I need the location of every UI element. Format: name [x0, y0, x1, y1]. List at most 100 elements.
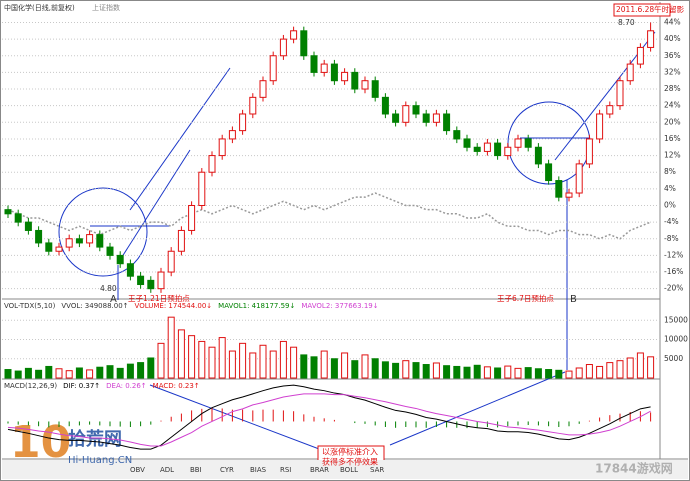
- y-tick-label: -8%: [664, 234, 679, 243]
- volume-bar: [239, 342, 247, 379]
- volume-bar: [228, 350, 236, 379]
- candle-body: [24, 221, 32, 231]
- candle-body: [626, 63, 634, 82]
- tab[interactable]: BRAR: [310, 466, 329, 474]
- y-tick-label: 5000: [664, 354, 683, 363]
- candle-body: [422, 113, 430, 123]
- annotation: 王子6.7日预拍点: [497, 293, 554, 303]
- macd-line: [7, 384, 651, 450]
- candle-body: [198, 171, 206, 206]
- volume-bar: [361, 354, 369, 379]
- volume-bar: [381, 361, 389, 379]
- candle-body: [167, 250, 175, 273]
- volume-bar: [422, 364, 430, 379]
- volume-bar: [106, 365, 114, 379]
- y-tick-label: 36%: [664, 51, 681, 60]
- annotation: 获得多不停效果: [322, 457, 378, 467]
- volume-bar: [483, 366, 491, 379]
- candle-body: [137, 275, 145, 286]
- volume-bar: [341, 352, 349, 379]
- volume-bar: [412, 362, 420, 379]
- y-tick-label: 15000: [664, 315, 688, 324]
- volume-bar: [647, 356, 655, 379]
- candle-body: [269, 55, 277, 82]
- candle-body: [35, 229, 43, 244]
- candle-body: [279, 38, 287, 57]
- volume-bar: [371, 358, 379, 379]
- candle-body: [443, 113, 451, 132]
- candle-body: [494, 142, 502, 157]
- volume-bar: [534, 368, 542, 379]
- candle-body: [463, 138, 471, 148]
- candle-body: [402, 105, 410, 123]
- legend-entry: VOL-TDX(5,10): [4, 302, 56, 310]
- candle-body: [504, 146, 512, 157]
- candle-body: [585, 138, 593, 165]
- volume-bar: [86, 369, 94, 379]
- volume-bar: [269, 350, 277, 379]
- y-tick-label: 0%: [664, 200, 676, 209]
- volume-bar: [494, 367, 502, 379]
- y-tick-label: 24%: [664, 101, 681, 110]
- candle-body: [96, 234, 104, 248]
- candle-body: [575, 163, 583, 194]
- volume-bar: [75, 367, 83, 379]
- legend-entry: MACD(12,26,9): [4, 382, 57, 390]
- candle-body: [14, 213, 22, 223]
- volume-bar: [545, 369, 553, 379]
- annotation: 王子1.21日预拍点: [128, 293, 190, 303]
- volume-bar: [432, 362, 440, 379]
- tab[interactable]: OBV: [130, 466, 145, 474]
- candle-body: [320, 63, 328, 73]
- tab[interactable]: SAR: [370, 466, 384, 474]
- candle-body: [330, 63, 338, 82]
- annotation: 4.80: [100, 284, 117, 293]
- volume-bar: [137, 362, 145, 379]
- candle-body: [647, 30, 655, 48]
- y-tick-label: 16%: [664, 134, 681, 143]
- volume-bar: [116, 367, 124, 379]
- volume-bar: [524, 367, 532, 379]
- y-tick-label: -20%: [664, 284, 683, 293]
- candle-body: [616, 80, 624, 107]
- tab-bar: [2, 460, 688, 479]
- volume-bar: [300, 354, 308, 379]
- tab[interactable]: CYR: [220, 466, 234, 474]
- candle-body: [606, 105, 614, 115]
- legend-entry: VOLUME: 174544.00↓: [135, 302, 213, 310]
- volume-bar: [392, 362, 400, 379]
- tab[interactable]: BIAS: [250, 466, 267, 474]
- volume-bar: [279, 340, 287, 379]
- tab[interactable]: BBI: [190, 466, 202, 474]
- candle-body: [4, 209, 12, 215]
- y-tick-label: 32%: [664, 67, 681, 76]
- volume-bar: [330, 358, 338, 379]
- candle-body: [412, 105, 420, 115]
- volume-bar: [596, 365, 604, 379]
- volume-bar: [402, 360, 410, 379]
- volume-bar: [514, 367, 522, 379]
- candle-body: [106, 246, 114, 256]
- y-tick-label: 40%: [664, 34, 681, 43]
- volume-bar: [606, 362, 614, 379]
- watermark-logo: 10: [10, 417, 71, 468]
- tab[interactable]: ADL: [160, 466, 174, 474]
- annotation: A: [110, 294, 117, 305]
- volume-bar: [616, 360, 624, 379]
- candle-body: [218, 138, 226, 157]
- volume-bar: [555, 369, 563, 379]
- candle-body: [55, 246, 63, 252]
- volume-bar: [218, 337, 226, 379]
- candle-body: [361, 80, 369, 90]
- y-tick-label: 28%: [664, 84, 681, 93]
- volume-bar: [259, 344, 267, 379]
- tab[interactable]: RSI: [280, 466, 291, 474]
- candle-body: [473, 146, 481, 152]
- y-tick-label: -4%: [664, 217, 679, 226]
- tab[interactable]: BOLL: [340, 466, 358, 474]
- candle-body: [239, 113, 247, 132]
- candle-body: [228, 130, 236, 140]
- volume-bar: [310, 356, 318, 379]
- candle-body: [65, 238, 73, 248]
- candle-body: [75, 238, 83, 244]
